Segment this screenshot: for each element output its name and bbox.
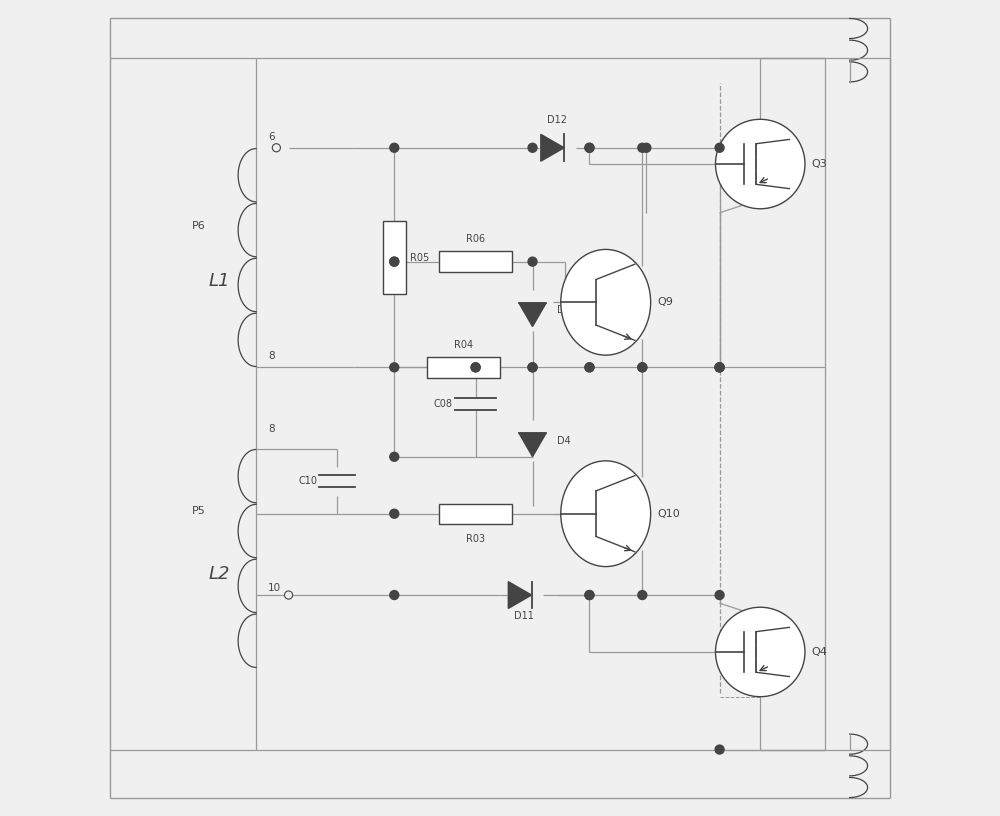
Circle shape <box>715 363 724 372</box>
Ellipse shape <box>561 250 651 355</box>
Text: D4: D4 <box>557 436 571 446</box>
Polygon shape <box>541 135 564 162</box>
Circle shape <box>390 591 399 600</box>
Circle shape <box>471 363 480 372</box>
Circle shape <box>528 144 537 153</box>
Polygon shape <box>508 582 532 609</box>
Ellipse shape <box>561 461 651 566</box>
Circle shape <box>638 363 647 372</box>
Text: R05: R05 <box>410 253 429 263</box>
Circle shape <box>585 591 594 600</box>
Bar <box>439 251 512 272</box>
Bar <box>439 503 512 524</box>
Circle shape <box>390 363 399 372</box>
Text: R03: R03 <box>466 534 485 543</box>
Circle shape <box>716 119 805 209</box>
Circle shape <box>585 363 594 372</box>
Circle shape <box>716 607 805 697</box>
Text: D12: D12 <box>547 115 567 126</box>
Circle shape <box>528 363 537 372</box>
Text: Q9: Q9 <box>657 297 673 308</box>
Circle shape <box>471 363 480 372</box>
Circle shape <box>585 591 594 600</box>
Circle shape <box>715 363 724 372</box>
Text: D11: D11 <box>514 611 534 622</box>
Circle shape <box>715 591 724 600</box>
Text: P6: P6 <box>192 221 206 231</box>
Circle shape <box>390 257 399 266</box>
Circle shape <box>390 509 399 518</box>
Text: 6: 6 <box>268 131 275 142</box>
Polygon shape <box>519 304 546 326</box>
Text: 8: 8 <box>268 424 275 434</box>
Text: L2: L2 <box>209 565 230 583</box>
Circle shape <box>638 591 647 600</box>
Circle shape <box>390 257 399 266</box>
Text: Q4: Q4 <box>811 647 827 657</box>
Text: P5: P5 <box>192 506 206 516</box>
Circle shape <box>715 363 724 372</box>
Circle shape <box>715 144 724 153</box>
Circle shape <box>585 144 594 153</box>
Text: 8: 8 <box>268 351 275 361</box>
Text: R04: R04 <box>454 339 473 350</box>
Circle shape <box>390 452 399 461</box>
Text: L1: L1 <box>209 272 230 290</box>
Text: C10: C10 <box>298 477 317 486</box>
Circle shape <box>585 363 594 372</box>
Circle shape <box>585 144 594 153</box>
Bar <box>427 357 500 378</box>
Circle shape <box>642 144 651 153</box>
Circle shape <box>528 363 537 372</box>
Text: Q10: Q10 <box>657 508 680 519</box>
Polygon shape <box>519 433 546 457</box>
Bar <box>383 221 406 294</box>
Text: 10: 10 <box>268 583 281 593</box>
Circle shape <box>272 144 280 152</box>
Circle shape <box>528 257 537 266</box>
Circle shape <box>638 363 647 372</box>
Circle shape <box>390 144 399 153</box>
Text: D3: D3 <box>557 305 571 316</box>
Circle shape <box>715 745 724 754</box>
Text: C08: C08 <box>434 399 453 409</box>
Circle shape <box>284 591 293 599</box>
Text: Q3: Q3 <box>811 159 827 169</box>
Circle shape <box>638 144 647 153</box>
Text: R06: R06 <box>466 234 485 244</box>
